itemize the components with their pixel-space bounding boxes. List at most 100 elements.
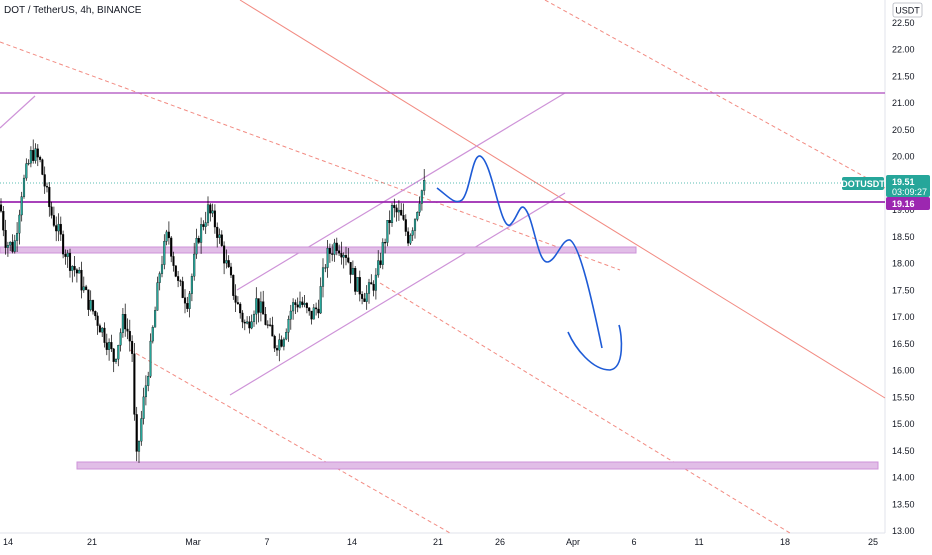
time-tick-label: 14 [347,537,357,547]
projection-path[interactable] [436,155,603,349]
candle-body [338,250,341,254]
price-axis[interactable]: 22.5022.0021.5021.0020.5020.0019.5019.00… [892,18,915,536]
candle-body [57,223,60,232]
candle-body [82,286,85,291]
candle-body [135,414,138,452]
candle-body [204,222,207,227]
candle-body [110,342,113,350]
downtrend-line-right[interactable] [544,0,886,189]
candle-body [347,257,350,263]
candle-body [147,376,150,386]
candle-body [163,241,166,265]
price-tick-label: 14.50 [892,446,915,456]
candle-body [108,342,111,350]
candle-body [114,358,118,362]
currency-badge[interactable]: USDT [892,2,923,18]
time-tick-label: 11 [694,537,703,547]
candle-body [333,242,336,255]
candle-body [48,187,51,208]
time-tick-label: 7 [264,537,269,547]
uptrend-channel-lower[interactable] [229,192,566,396]
candle-body [234,295,237,303]
candle-body [4,230,7,248]
downtrend-line-lower-mid[interactable] [379,282,791,534]
candle-body [354,268,357,292]
candle-body [177,276,180,281]
candle-body [292,302,295,312]
candle-body [41,159,44,175]
candle-body [273,336,276,349]
candle-body [264,314,267,325]
price-tick-label: 17.00 [892,312,915,322]
projection-target-path[interactable] [567,324,623,371]
candle-body [193,253,196,277]
time-tick-label: 26 [495,537,505,547]
price-tick-label: 15.00 [892,419,915,429]
downtrend-line-mid[interactable] [0,41,621,271]
candle-body [407,231,410,244]
candle-body [20,196,23,216]
candle-body [209,204,212,214]
candle-body [340,253,343,258]
candle-body [370,282,373,285]
candle-body [220,234,223,246]
candle-body [160,264,164,274]
candle-body [301,301,304,305]
candle-body [386,220,389,243]
candle-body [259,301,262,313]
candle-body [416,212,419,220]
candle-body [39,157,42,160]
candle-body [326,247,329,268]
candle-body [87,289,90,310]
candle-body [85,286,88,290]
candle-body [269,324,272,326]
candle-body [186,303,189,309]
symbol-tag: DOTUSDT [841,177,885,190]
time-tick-label: 25 [868,537,878,547]
candle-body [202,224,205,227]
price-tick-label: 13.00 [892,526,915,536]
candle-body [6,245,9,248]
candle-body [59,223,62,235]
candle-body [409,235,412,244]
price-tick-label: 15.50 [892,392,915,402]
candle-body [298,301,302,308]
candle-body [305,303,308,309]
candle-body [225,260,228,264]
candle-body [144,385,147,398]
candle-body [154,310,157,328]
candle-body [68,252,72,271]
downtrend-line-lower[interactable] [129,349,451,534]
symbol-tag-label: DOTUSDT [841,179,885,189]
candle-body [98,325,101,333]
time-tick-label: 21 [433,537,443,547]
time-axis[interactable]: 14 21 Mar 7 14 21 26 Apr 6 11 18 25 [3,537,878,547]
uptrend-line-left[interactable] [0,95,36,129]
candle-body [308,307,311,312]
candle-body [62,234,65,255]
currency-label: USDT [895,6,920,16]
downtrend-line-upper[interactable] [239,0,886,399]
candle-body [55,225,58,232]
support-zone-14[interactable] [76,461,879,470]
candle-body [282,338,285,347]
candle-body [381,242,384,265]
candle-body [105,342,108,350]
uptrend-channel-upper[interactable] [236,92,566,291]
candle-body [393,205,396,209]
candle-body [181,281,184,298]
price-tick-label: 16.50 [892,339,915,349]
candle-body [52,215,55,226]
candle-body [363,298,366,302]
candle-body [0,204,3,212]
candle-body [18,214,21,234]
candle-body [216,226,219,238]
candle-body [170,237,173,257]
candle-body [128,331,131,342]
support-zone-18[interactable] [0,246,637,254]
candle-body [351,268,354,275]
candle-body [156,282,159,311]
candle-body [11,241,14,252]
